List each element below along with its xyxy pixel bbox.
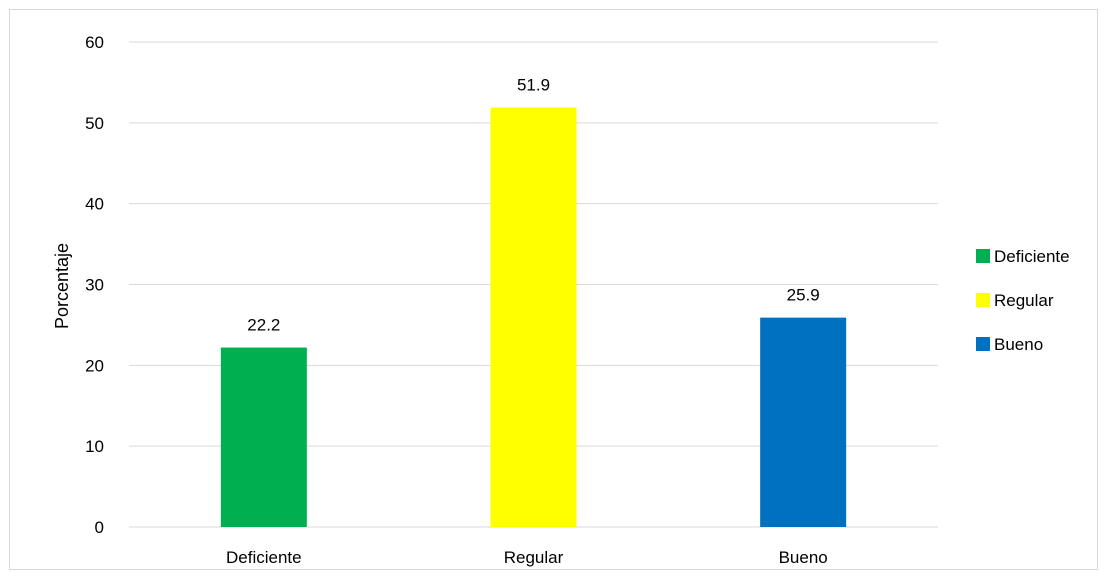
y-axis-title: Porcentaje bbox=[52, 243, 72, 329]
data-label: 51.9 bbox=[517, 75, 550, 94]
x-category-label: Regular bbox=[504, 548, 564, 567]
y-axis-ticks: 0 10 20 30 40 50 60 bbox=[85, 33, 104, 537]
y-tick-label: 10 bbox=[85, 437, 104, 456]
y-tick-label: 50 bbox=[85, 114, 104, 133]
y-tick-label: 20 bbox=[85, 356, 104, 375]
legend-label: Regular bbox=[994, 291, 1054, 310]
bar-deficiente bbox=[220, 347, 307, 527]
y-tick-label: 30 bbox=[85, 276, 104, 295]
legend-swatch bbox=[976, 337, 990, 351]
legend-swatch bbox=[976, 249, 990, 263]
bar-regular bbox=[490, 107, 577, 527]
x-category-label: Deficiente bbox=[226, 548, 302, 567]
y-tick-label: 40 bbox=[85, 195, 104, 214]
y-tick-label: 60 bbox=[85, 33, 104, 52]
legend-label: Bueno bbox=[994, 335, 1043, 354]
bars bbox=[220, 107, 847, 527]
legend-label: Deficiente bbox=[994, 247, 1070, 266]
x-category-label: Bueno bbox=[779, 548, 828, 567]
bar-bueno bbox=[760, 317, 847, 527]
y-tick-label: 0 bbox=[95, 518, 104, 537]
data-labels: 22.2 51.9 25.9 bbox=[247, 75, 819, 334]
legend: Deficiente Regular Bueno bbox=[976, 247, 1070, 354]
x-axis-category-labels: Deficiente Regular Bueno bbox=[226, 548, 828, 567]
legend-swatch bbox=[976, 293, 990, 307]
data-label: 25.9 bbox=[787, 286, 820, 305]
data-label: 22.2 bbox=[247, 316, 280, 335]
